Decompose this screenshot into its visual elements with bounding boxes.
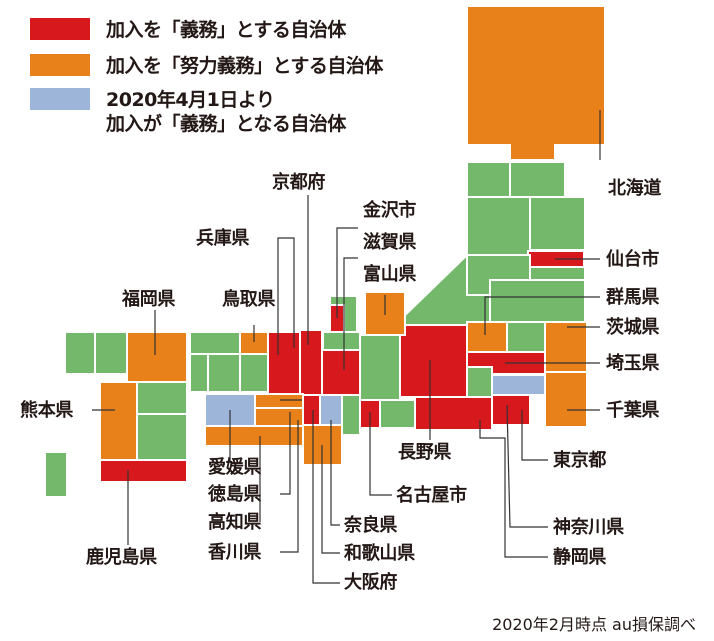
label-kagawa: 香川県 — [208, 542, 262, 563]
label-tokyo: 東京都 — [553, 450, 607, 471]
block-kyushu-west — [64, 331, 96, 375]
block-aomori — [466, 161, 511, 198]
block-saga — [94, 331, 128, 375]
block-gifu — [359, 334, 401, 401]
leader-nara — [330, 420, 340, 526]
label-wakayama: 和歌山県 — [344, 543, 415, 564]
block-yamaguchi — [189, 353, 209, 393]
label-chiba: 千葉県 — [606, 400, 660, 421]
block-shiga — [319, 349, 361, 396]
legend-swatch-effort — [30, 54, 90, 76]
leader-gunma — [484, 296, 600, 335]
block-miyazaki — [136, 413, 188, 461]
label-kanazawa: 金沢市 — [363, 200, 417, 221]
leader-tokyo — [521, 410, 548, 461]
label-ibaraki: 茨城県 — [606, 317, 660, 338]
label-kanagawa: 神奈川県 — [553, 517, 624, 538]
block-okayama — [239, 353, 269, 393]
block-mie — [341, 394, 361, 436]
block-osaka — [302, 394, 321, 426]
label-tottori: 鳥取県 — [222, 289, 276, 310]
block-hyogo — [267, 331, 301, 399]
leader-tokushima-drop — [280, 412, 291, 495]
label-kochi: 高知県 — [208, 512, 262, 533]
block-kyoto — [299, 329, 323, 396]
label-hyogo: 兵庫県 — [196, 228, 250, 249]
label-sendai: 仙台市 — [606, 249, 660, 270]
label-hokkaido: 北海道 — [608, 178, 662, 199]
block-tokushima — [254, 407, 304, 427]
legend-label-future-line1: 2020年4月1日より — [106, 89, 275, 111]
label-tokushima: 徳島県 — [208, 484, 262, 505]
label-osaka: 大阪府 — [344, 572, 398, 593]
leader-kanazawa — [336, 227, 358, 318]
source-note: 2020年2月時点 au損保調べ — [492, 615, 696, 634]
legend-swatch-future — [30, 88, 90, 110]
leader-shizuoka — [479, 420, 548, 558]
leader-hyogo — [277, 237, 295, 355]
block-shimane — [189, 331, 241, 355]
leader-osaka — [312, 410, 340, 584]
block-nagano — [399, 324, 468, 398]
legend-label-effort: 加入を「努力義務」とする自治体 — [106, 55, 383, 77]
label-shizuoka: 静岡県 — [553, 547, 607, 568]
block-chiba — [544, 371, 588, 428]
block-tokyo-future — [491, 374, 546, 396]
block-hiroshima — [207, 353, 241, 393]
block-aomori-east — [509, 161, 566, 198]
legend-label-mandatory: 加入を「義務」とする自治体 — [106, 19, 346, 41]
leader-kanagawa — [506, 404, 548, 528]
legend-item-effort: 加入を「努力義務」とする自治体 — [30, 54, 383, 78]
block-shizuoka — [414, 396, 493, 431]
leader-nagoya — [369, 412, 392, 496]
legend-item-future: 2020年4月1日より 加入が「義務」となる自治体 — [30, 88, 346, 136]
block-okinawa — [44, 451, 68, 498]
block-fukushima — [489, 279, 586, 323]
label-kagoshima: 鹿児島県 — [86, 547, 157, 568]
block-oita — [136, 381, 188, 415]
label-ehime: 愛媛県 — [208, 457, 262, 478]
block-tokyo — [491, 394, 531, 426]
label-kyoto: 京都府 — [272, 172, 326, 193]
leader-shiga — [343, 257, 358, 370]
label-nagano: 長野県 — [398, 442, 452, 463]
label-shiga: 滋賀県 — [363, 232, 417, 253]
label-fukuoka: 福岡県 — [122, 289, 176, 310]
label-kumamoto: 熊本県 — [20, 400, 74, 421]
region-blocks — [44, 5, 606, 498]
legend-label-future-line2: 加入が「義務」となる自治体 — [106, 113, 346, 135]
block-kumamoto — [99, 381, 138, 461]
block-kagawa — [254, 393, 304, 409]
block-ibaraki — [544, 321, 588, 373]
label-gunma: 群馬県 — [606, 287, 660, 308]
block-hokkaido — [466, 5, 606, 161]
block-akita — [466, 196, 531, 256]
legend-item-mandatory: 加入を「義務」とする自治体 — [30, 18, 346, 42]
leader-lines — [92, 110, 601, 584]
label-nara: 奈良県 — [344, 515, 398, 536]
label-saitama: 埼玉県 — [606, 353, 660, 374]
label-toyama: 富山県 — [363, 264, 417, 285]
block-tochigi — [506, 321, 546, 355]
block-iwate — [529, 196, 586, 251]
block-gunma — [466, 321, 508, 353]
block-kagoshima — [99, 459, 188, 483]
block-aichi — [379, 399, 416, 429]
legend-swatch-mandatory — [30, 18, 90, 40]
legend-label-future: 2020年4月1日より 加入が「義務」となる自治体 — [106, 88, 346, 136]
block-kochi — [204, 425, 304, 447]
label-nagoya: 名古屋市 — [396, 485, 467, 506]
block-fukuoka — [126, 331, 188, 383]
leader-kagawa — [280, 420, 299, 553]
leader-wakayama — [321, 445, 340, 554]
block-fukui — [322, 331, 361, 351]
